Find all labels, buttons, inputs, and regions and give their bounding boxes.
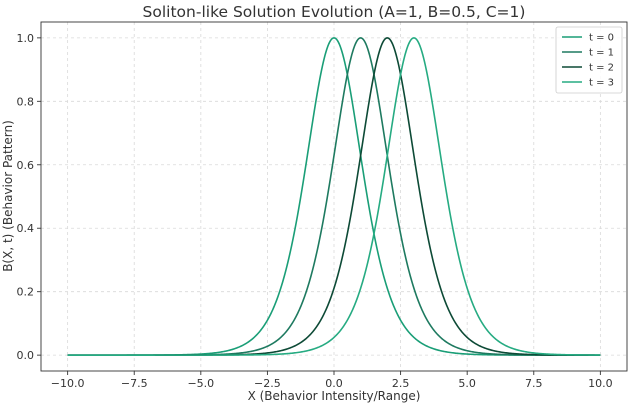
legend-box <box>555 26 623 94</box>
series-lines <box>67 37 601 356</box>
y-axis-ticks: 0.0 0.2 0.4 0.6 0.8 1.0 <box>17 32 41 362</box>
x-tick-label: 10.0 <box>588 377 613 390</box>
y-tick-label: 0.0 <box>17 349 35 362</box>
legend-label: t = 0 <box>589 33 614 44</box>
legend-label: t = 1 <box>589 48 614 59</box>
x-tick-label: 7.5 <box>525 377 543 390</box>
x-tick-label: 5.0 <box>458 377 476 390</box>
y-tick-label: 0.8 <box>17 95 35 108</box>
x-axis-label: X (Behavior Intensity/Range) <box>248 389 421 403</box>
series-line-t3 <box>67 37 601 356</box>
x-tick-label: 2.5 <box>392 377 410 390</box>
y-tick-label: 0.6 <box>17 159 35 172</box>
x-tick-label: −7.5 <box>121 377 148 390</box>
chart-title: Soliton-like Solution Evolution (A=1, B=… <box>143 3 526 21</box>
legend-label: t = 2 <box>589 63 614 74</box>
y-tick-label: 1.0 <box>17 32 35 45</box>
x-axis-ticks: −10.0 −7.5 −5.0 −2.5 0.0 2.5 5.0 7.5 10.0 <box>51 371 613 390</box>
x-tick-label: 0.0 <box>325 377 343 390</box>
x-tick-label: −2.5 <box>254 377 281 390</box>
y-tick-label: 0.4 <box>17 222 35 235</box>
legend: t = 0 t = 1 t = 2 t = 3 <box>555 26 623 94</box>
x-tick-label: −5.0 <box>187 377 214 390</box>
y-axis-label: B(X, t) (Behavior Pattern) <box>1 120 15 272</box>
grid <box>41 22 627 371</box>
x-tick-label: −10.0 <box>51 377 85 390</box>
y-tick-label: 0.2 <box>17 286 35 299</box>
legend-label: t = 3 <box>589 78 614 89</box>
